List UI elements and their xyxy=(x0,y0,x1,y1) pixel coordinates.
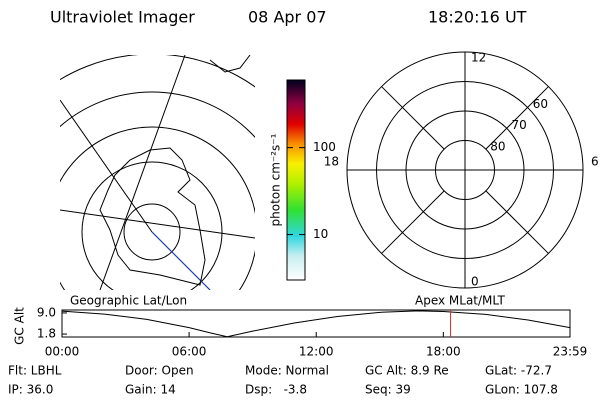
colorbar-label: photon cm⁻²s⁻¹ xyxy=(269,133,283,226)
altitude-line xyxy=(61,310,571,338)
y-axis-label: GC Alt xyxy=(13,307,27,345)
lat-label: 70 xyxy=(511,118,526,132)
info-field: Gain: 14 xyxy=(125,383,176,397)
info-field: Dsp: -3.8 xyxy=(245,383,307,397)
lat-label: 80 xyxy=(490,139,505,153)
info-field: Seq: 39 xyxy=(365,383,411,397)
title: Ultraviolet Imager xyxy=(50,8,195,27)
info-field: IP: 36.0 xyxy=(8,383,53,397)
polar-spoke xyxy=(485,86,549,150)
colorbar-tick-label: 10 xyxy=(313,227,328,241)
x-tick-label: 23:59 xyxy=(553,345,588,359)
polar-label: Apex MLat/MLT xyxy=(415,294,505,308)
lat-label: 60 xyxy=(533,97,548,111)
info-field: GC Alt: 8.9 Re xyxy=(365,364,449,378)
polar-spoke xyxy=(381,190,445,254)
y-tick-label: 1.8 xyxy=(37,327,56,341)
x-tick-label: 06:00 xyxy=(172,345,207,359)
date: 08 Apr 07 xyxy=(248,8,327,27)
colorbar-tick-label: 100 xyxy=(313,140,336,154)
time: 18:20:16 UT xyxy=(428,8,527,27)
colorbar xyxy=(286,79,306,281)
x-tick-label: 12:00 xyxy=(299,345,334,359)
lat-circle xyxy=(435,140,495,200)
lat-circle xyxy=(376,81,554,259)
info-field: GLat: -72.7 xyxy=(485,364,552,378)
geo-label: Geographic Lat/Lon xyxy=(70,294,187,308)
info-field: Door: Open xyxy=(125,364,194,378)
info-field: GLon: 107.8 xyxy=(485,383,558,397)
mlt-label: 6 xyxy=(591,155,599,169)
y-tick-label: 9.0 xyxy=(37,305,56,319)
info-field: Flt: LBHL xyxy=(8,364,62,378)
geo-map xyxy=(60,55,255,290)
info-field: Mode: Normal xyxy=(245,364,329,378)
mlt-label: 0 xyxy=(471,275,479,289)
polar-spoke xyxy=(381,86,445,150)
x-tick-label: 18:00 xyxy=(426,345,461,359)
polar-spoke xyxy=(485,190,549,254)
mlt-label: 18 xyxy=(324,155,339,169)
lat-circle xyxy=(405,110,525,230)
mlt-label: 12 xyxy=(471,51,486,65)
x-tick-label: 00:00 xyxy=(45,345,80,359)
